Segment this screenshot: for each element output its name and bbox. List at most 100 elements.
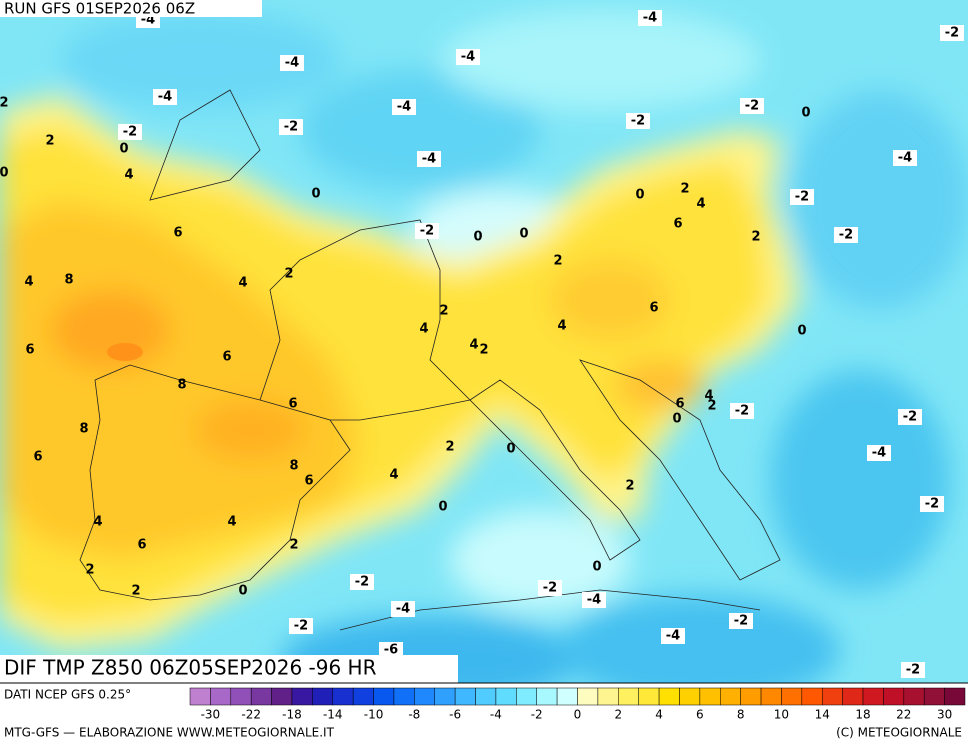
run-box bbox=[0, 0, 262, 17]
colorbar-tick-label: 14 bbox=[815, 708, 830, 722]
contour-label: 2 bbox=[439, 304, 448, 319]
contour-label: 6 bbox=[222, 350, 231, 365]
contour-label: 2 bbox=[85, 563, 94, 578]
copyright-label: (C) METEOGIORNALE bbox=[836, 726, 962, 740]
colorbar-tick-label: 6 bbox=[696, 708, 704, 722]
contour-label: 0 bbox=[311, 187, 320, 202]
colorbar-swatch bbox=[903, 687, 925, 706]
colorbar-tick-label: 10 bbox=[774, 708, 789, 722]
contour-label: 2 bbox=[131, 584, 140, 599]
colorbar-swatch bbox=[577, 687, 599, 706]
contour-label: 6 bbox=[675, 397, 684, 412]
colorbar-tick-label: 22 bbox=[896, 708, 911, 722]
contour-label: 4 bbox=[696, 197, 705, 212]
colorbar-tick-label: 0 bbox=[574, 708, 582, 722]
colorbar-swatch bbox=[475, 687, 497, 706]
contour-label: 2 bbox=[0, 96, 9, 111]
contour-label: -4 bbox=[666, 629, 680, 644]
contour-label: 8 bbox=[64, 273, 73, 288]
contour-label: -2 bbox=[294, 619, 308, 634]
contour-label: -4 bbox=[396, 602, 410, 617]
credit-label: MTG-GFS — ELABORAZIONE WWW.METEOGIORNALE… bbox=[4, 726, 335, 740]
colorbar-tick-label: -18 bbox=[282, 708, 302, 722]
colorbar-swatch bbox=[618, 687, 639, 706]
contour-label: 0 bbox=[801, 106, 810, 121]
colorbar-swatch bbox=[760, 687, 782, 706]
label-box bbox=[740, 98, 764, 114]
colorbar-swatch bbox=[352, 687, 374, 706]
colorbar-tick-label: 2 bbox=[614, 708, 622, 722]
contour-label: -2 bbox=[945, 26, 959, 41]
contour-label: -2 bbox=[795, 190, 809, 205]
label-box bbox=[538, 580, 562, 596]
label-box bbox=[638, 10, 662, 26]
contour-label: 2 bbox=[445, 440, 454, 455]
coastlines bbox=[79, 89, 781, 631]
contour-label: 0 bbox=[672, 412, 681, 427]
colorbar-swatch bbox=[454, 687, 476, 706]
contour-label: -2 bbox=[735, 404, 749, 419]
colorbar-tick-label: 18 bbox=[855, 708, 870, 722]
colorbar-swatch bbox=[597, 687, 619, 706]
contour-label: 0 bbox=[519, 227, 528, 242]
label-box bbox=[289, 618, 313, 634]
contour-label: 0 bbox=[0, 166, 9, 181]
contour-label: -4 bbox=[397, 100, 411, 115]
contour-label: -4 bbox=[898, 151, 912, 166]
colorbar-swatch bbox=[516, 687, 537, 706]
label-box bbox=[279, 119, 303, 135]
contour-label: -4 bbox=[158, 90, 172, 105]
contour-label: 0 bbox=[797, 324, 806, 339]
contour-label: -4 bbox=[461, 50, 475, 65]
colorbar-swatch bbox=[271, 687, 293, 706]
colorbar-tick-label: -30 bbox=[201, 708, 221, 722]
colorbar-swatch bbox=[720, 687, 741, 706]
colorbar-swatch bbox=[495, 687, 517, 706]
colorbar-swatch bbox=[332, 687, 354, 706]
contour-label: 2 bbox=[45, 134, 54, 149]
contour-label: 8 bbox=[177, 378, 186, 393]
source-label: DATI NCEP GFS 0.25° bbox=[4, 688, 131, 702]
colorbar-swatch bbox=[842, 687, 864, 706]
colorbar-swatch bbox=[189, 687, 211, 706]
contour-label: 4 bbox=[238, 276, 247, 291]
colorbar-swatch bbox=[434, 687, 456, 706]
colorbar-tick-label: -2 bbox=[531, 708, 543, 722]
label-box bbox=[280, 55, 304, 71]
label-box bbox=[867, 445, 891, 461]
label-box bbox=[729, 613, 753, 629]
label-box bbox=[626, 113, 650, 129]
contour-label: -2 bbox=[543, 581, 557, 596]
label-box bbox=[898, 409, 922, 425]
colorbar-swatch bbox=[923, 687, 945, 706]
contour-label: -2 bbox=[355, 575, 369, 590]
contour-label: 4 bbox=[227, 515, 236, 530]
contour-label: 2 bbox=[680, 182, 689, 197]
label-box bbox=[582, 592, 606, 608]
run-label: RUN GFS 01SEP2026 06Z bbox=[4, 0, 195, 18]
colorbar-tick-label: -14 bbox=[323, 708, 343, 722]
label-box bbox=[790, 189, 814, 205]
label-box bbox=[893, 150, 917, 166]
contour-label: 4 bbox=[93, 515, 102, 530]
contour-label: -2 bbox=[284, 120, 298, 135]
colorbar-swatch bbox=[699, 687, 721, 706]
contour-label: 4 bbox=[557, 319, 566, 334]
contour-label: 0 bbox=[238, 584, 247, 599]
colorbar-swatch bbox=[781, 687, 803, 706]
label-box bbox=[940, 25, 964, 41]
colorbar-swatch bbox=[291, 687, 313, 706]
colorbar-swatch bbox=[821, 687, 843, 706]
contour-label: 0 bbox=[119, 142, 128, 157]
contour-label: -2 bbox=[745, 99, 759, 114]
contour-label: 6 bbox=[173, 226, 182, 241]
colorbar-swatch bbox=[801, 687, 823, 706]
contour-label: 0 bbox=[506, 442, 515, 457]
label-box bbox=[379, 642, 403, 658]
label-box bbox=[901, 662, 925, 678]
contour-label: 2 bbox=[751, 230, 760, 245]
label-box bbox=[118, 124, 142, 140]
colorbar-swatch bbox=[862, 687, 884, 706]
contour-label: 6 bbox=[673, 217, 682, 232]
